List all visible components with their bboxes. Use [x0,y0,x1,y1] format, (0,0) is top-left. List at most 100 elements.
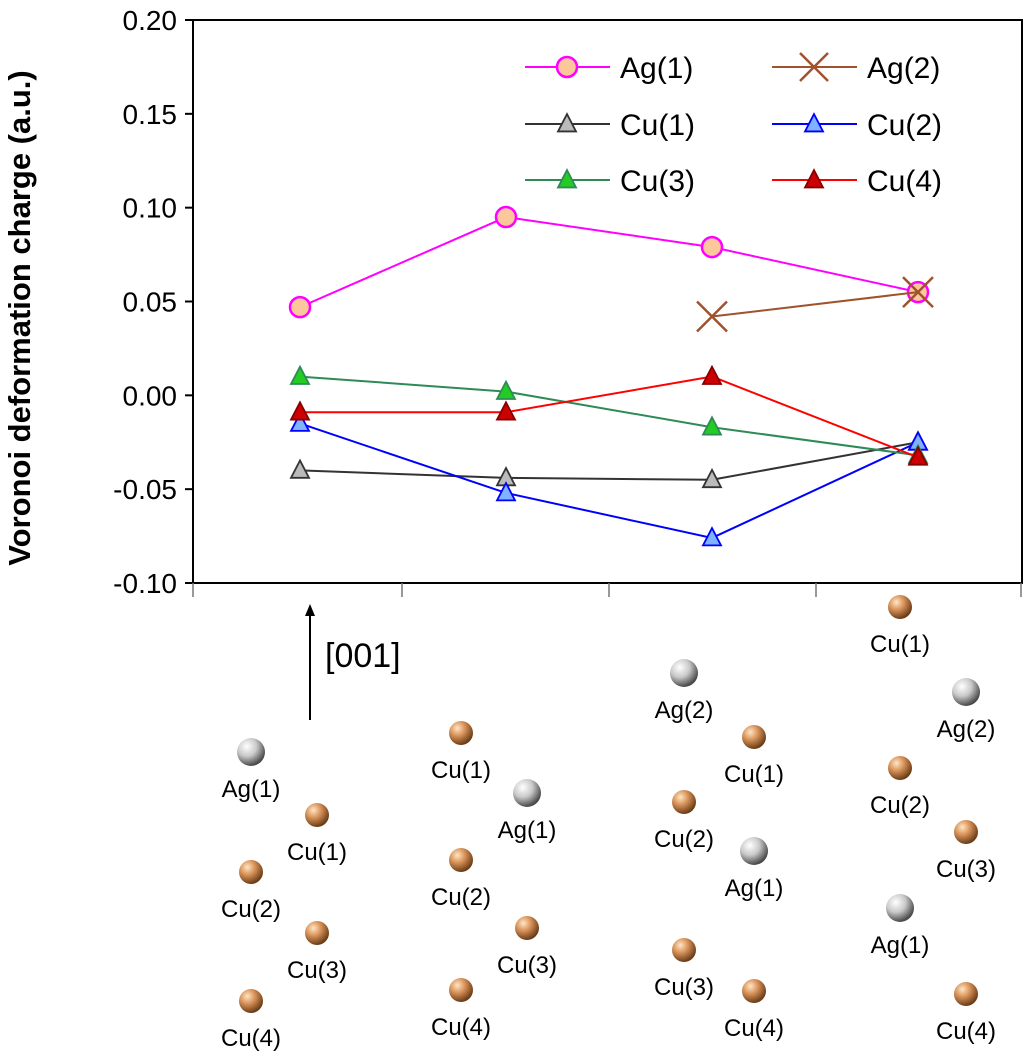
atom-label: Cu(2) [654,826,714,853]
copper-atom [449,721,473,745]
silver-atom [237,738,265,766]
data-point [556,168,578,189]
legend-item: Cu(2) [772,109,942,142]
atom-label: Ag(1) [871,932,930,959]
legend-label: Cu(3) [620,165,695,198]
series-line [299,375,919,457]
atom-label: Ag(1) [498,817,557,844]
structure-column: Ag(2) Cu(1) Cu(2) Ag(1) Cu(3) Cu(4) [654,659,784,1042]
series-ag2 [696,276,934,333]
copper-atom [305,921,329,945]
atom-label: Ag(2) [655,697,714,724]
series-line [299,422,919,540]
data-point [701,526,723,547]
atom-label: Cu(4) [724,1015,784,1042]
data-point [289,400,311,421]
structure-column: Cu(1) Ag(2) Cu(2) Cu(3) Ag(1) Cu(4) [870,595,996,1045]
atom-label: Cu(4) [221,1025,281,1052]
silver-atom [513,779,541,807]
silver-atom [740,837,768,865]
atom-label: Cu(4) [936,1018,996,1045]
copper-atom [954,820,978,844]
data-point [556,112,578,133]
data-point [494,205,518,229]
data-point [289,458,311,479]
copper-atom [449,978,473,1002]
copper-atom [239,860,263,884]
atom-label: Cu(4) [431,1014,491,1041]
atom-label: Cu(2) [221,896,281,923]
atom-label: Cu(1) [724,761,784,788]
y-axis-label: Voronoi deformation charge (a.u.) [2,70,37,565]
data-point [700,235,724,259]
y-tick-label: -0.10 [113,568,177,599]
atomic-structures: Ag(1) Cu(1) Cu(2) Cu(3) Cu(4) Cu(1) Ag(1) Cu(2)… [221,595,996,1052]
legend-item: Cu(4) [772,165,942,198]
y-tick-label: 0.20 [123,5,178,36]
structure-column: Ag(1) Cu(1) Cu(2) Cu(3) Cu(4) [221,738,347,1052]
structure-column: Cu(1) Ag(1) Cu(2) Cu(3) Cu(4) [431,721,557,1041]
atom-label: Cu(2) [431,884,491,911]
copper-atom [449,848,473,872]
data-point [555,55,579,79]
copper-atom [515,916,539,940]
atom-label: Cu(1) [287,839,347,866]
copper-atom [954,982,978,1006]
silver-atom [952,678,980,706]
series-cu4 [289,364,929,466]
series-line [299,216,919,309]
atom-label: Cu(1) [870,631,930,658]
copper-atom [305,803,329,827]
data-point [701,415,723,436]
legend-label: Cu(4) [867,165,942,198]
series-cu2 [289,411,929,547]
atom-label: Cu(1) [431,757,491,784]
legend-item: Cu(1) [525,109,695,142]
series-layer [288,205,934,547]
direction-label: [001] [325,637,401,675]
legend: Ag(1) Ag(2) Cu(1) Cu(2) Cu(3) Cu(4) [525,52,942,198]
atom-label: Cu(3) [654,974,714,1001]
silver-atom [670,659,698,687]
series-line [300,375,919,459]
y-tick-label: 0.05 [123,287,178,318]
legend-item: Ag(1) [525,52,693,85]
x-axis [192,582,1022,597]
plot-area [192,19,1023,584]
data-point [902,276,934,309]
atom-label: Cu(3) [287,957,347,984]
copper-atom [888,756,912,780]
y-axis: 0.20 0.15 0.10 0.05 0.00 -0.05 -0.10 [113,5,193,599]
legend-label: Cu(1) [620,109,695,142]
copper-atom [742,725,766,749]
silver-atom [886,894,914,922]
atom-label: Ag(1) [725,875,784,902]
data-point [289,411,311,432]
data-point [701,364,723,385]
y-tick-label: 0.10 [123,193,178,224]
data-point [799,52,829,82]
data-point [495,481,517,502]
y-tick-label: -0.05 [113,474,177,505]
data-point [696,300,728,333]
legend-label: Ag(2) [867,52,940,85]
series-line [299,441,919,481]
series-line [711,291,919,318]
legend-label: Ag(1) [620,52,693,85]
data-point [907,445,929,466]
copper-atom [672,790,696,814]
data-point [289,364,311,385]
atom-label: Cu(2) [870,792,930,819]
series-ag1 [288,205,930,319]
atom-label: Ag(2) [937,716,996,743]
atom-label: Ag(1) [222,776,281,803]
legend-item: Ag(2) [772,52,940,85]
legend-label: Cu(2) [867,109,942,142]
copper-atom [239,989,263,1013]
series-cu3 [289,364,929,464]
data-point [288,295,312,319]
direction-arrow [305,604,315,720]
data-point [701,467,723,489]
copper-atom [888,595,912,619]
